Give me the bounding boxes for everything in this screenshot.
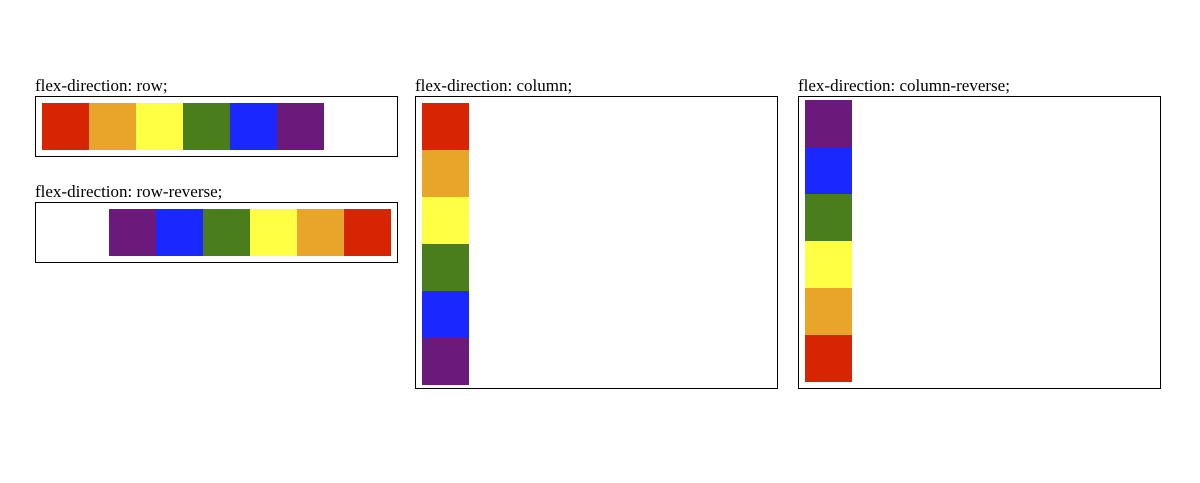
demo-title-row: flex-direction: row; [35, 76, 168, 95]
demo-title-column: flex-direction: column; [415, 76, 573, 95]
swatch-red [344, 209, 391, 256]
demo-flex-row-reverse: flex-direction: row-reverse; [35, 182, 398, 263]
swatch-blue [230, 103, 277, 150]
swatch-red [805, 335, 852, 382]
swatch-orange [805, 288, 852, 335]
flex-container-column [415, 96, 778, 389]
swatch-yellow [422, 197, 469, 244]
swatch-green [422, 244, 469, 291]
demo-flex-row: flex-direction: row; [35, 76, 398, 157]
swatch-purple [805, 100, 852, 147]
swatch-blue [422, 291, 469, 338]
flex-container-row-reverse [35, 202, 398, 263]
demo-title-column-reverse: flex-direction: column-reverse; [798, 76, 1010, 95]
swatch-purple [109, 209, 156, 256]
swatch-blue [805, 147, 852, 194]
demo-flex-column-reverse: flex-direction: column-reverse; [798, 76, 1161, 389]
flex-container-column-reverse [798, 96, 1161, 389]
swatch-yellow [805, 241, 852, 288]
swatch-blue [156, 209, 203, 256]
flex-container-row [35, 96, 398, 157]
swatch-green [183, 103, 230, 150]
swatch-red [42, 103, 89, 150]
swatch-purple [277, 103, 324, 150]
swatch-yellow [250, 209, 297, 256]
swatch-orange [422, 150, 469, 197]
swatch-orange [89, 103, 136, 150]
swatch-yellow [136, 103, 183, 150]
swatch-purple [422, 338, 469, 385]
demo-flex-column: flex-direction: column; [415, 76, 778, 389]
demo-title-row-reverse: flex-direction: row-reverse; [35, 182, 223, 201]
swatch-red [422, 103, 469, 150]
swatch-green [203, 209, 250, 256]
swatch-orange [297, 209, 344, 256]
swatch-green [805, 194, 852, 241]
